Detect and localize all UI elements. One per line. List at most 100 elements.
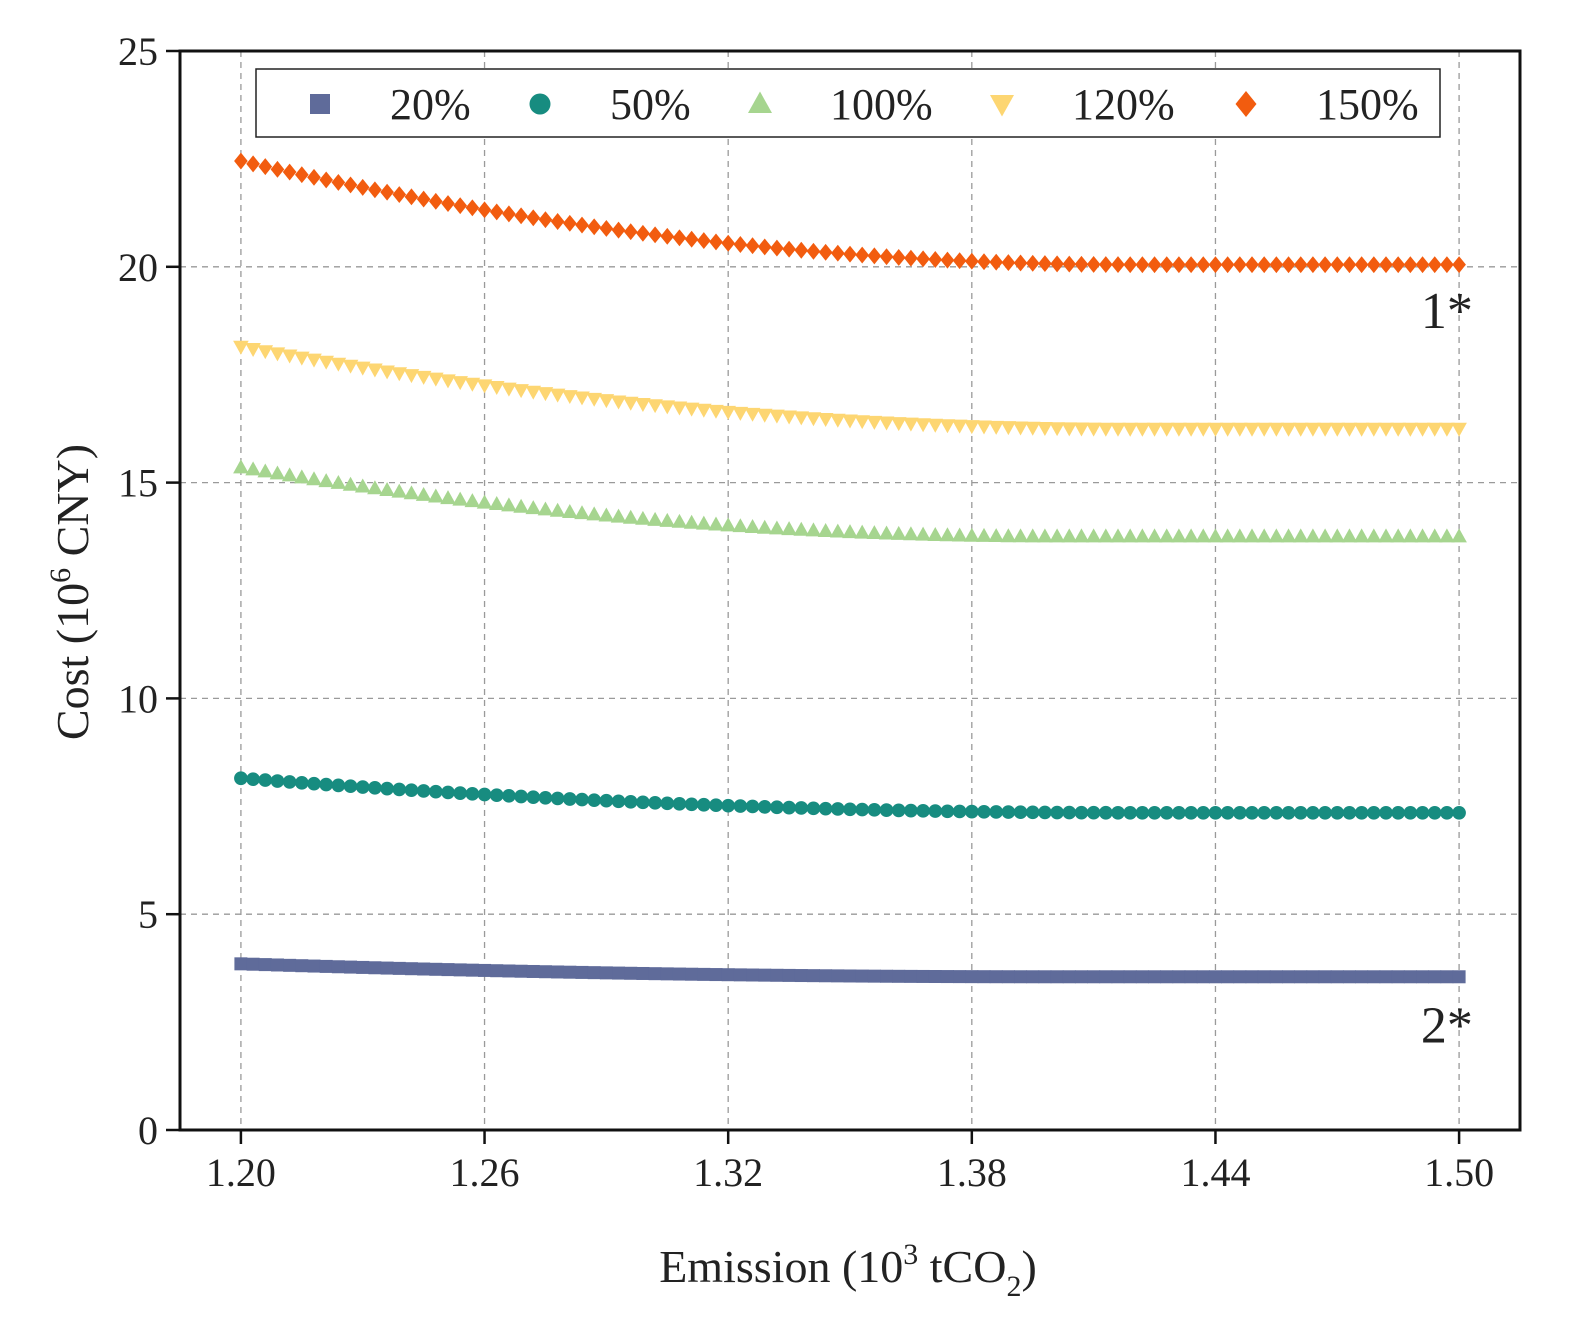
data-point bbox=[575, 216, 589, 234]
data-point bbox=[587, 218, 602, 236]
data-point bbox=[732, 406, 749, 421]
data-point bbox=[746, 968, 760, 982]
y-tick-label: 15 bbox=[118, 461, 158, 506]
data-point bbox=[367, 480, 383, 495]
data-point bbox=[331, 778, 346, 793]
data-point bbox=[733, 236, 748, 253]
data-point bbox=[1111, 970, 1125, 984]
data-point bbox=[295, 959, 309, 973]
data-point bbox=[343, 779, 358, 794]
data-point bbox=[697, 967, 711, 981]
data-point bbox=[744, 518, 761, 533]
data-point bbox=[977, 970, 991, 984]
data-point bbox=[380, 781, 394, 796]
data-point bbox=[1378, 422, 1394, 437]
data-point bbox=[843, 245, 857, 263]
data-point bbox=[1062, 805, 1077, 820]
data-point bbox=[1049, 422, 1065, 437]
data-point bbox=[940, 970, 954, 984]
data-point bbox=[1110, 528, 1126, 543]
data-point bbox=[685, 967, 699, 981]
data-point bbox=[855, 246, 870, 264]
data-point bbox=[770, 968, 784, 982]
data-point bbox=[551, 965, 565, 979]
data-point bbox=[258, 958, 272, 972]
data-point bbox=[488, 496, 505, 510]
data-point bbox=[563, 965, 577, 979]
data-point bbox=[415, 370, 432, 385]
data-point bbox=[1050, 805, 1064, 820]
data-point bbox=[344, 960, 358, 974]
data-point bbox=[428, 488, 444, 503]
data-point bbox=[1135, 805, 1150, 820]
x-tick-label: 1.20 bbox=[206, 1150, 276, 1195]
data-point bbox=[648, 967, 662, 981]
data-point bbox=[1220, 805, 1235, 820]
data-point bbox=[1403, 970, 1417, 984]
data-point bbox=[428, 784, 443, 799]
data-point bbox=[964, 420, 980, 435]
data-point bbox=[368, 181, 382, 199]
data-point bbox=[1306, 970, 1320, 984]
data-point bbox=[964, 252, 979, 270]
data-point bbox=[416, 190, 431, 208]
data-point bbox=[490, 964, 504, 978]
data-point bbox=[319, 959, 333, 973]
data-point bbox=[745, 799, 760, 814]
data-point bbox=[587, 966, 601, 980]
data-point bbox=[782, 240, 796, 258]
data-point bbox=[355, 780, 370, 794]
data-point bbox=[977, 253, 991, 271]
data-point bbox=[525, 500, 542, 515]
data-point bbox=[1257, 805, 1272, 820]
data-point bbox=[1171, 422, 1187, 437]
data-point bbox=[1024, 528, 1041, 543]
data-point bbox=[1391, 256, 1406, 274]
data-point bbox=[1074, 255, 1089, 273]
data-point bbox=[1183, 528, 1199, 543]
data-point bbox=[819, 969, 833, 983]
data-point bbox=[1269, 805, 1284, 820]
data-point bbox=[306, 353, 322, 368]
data-point bbox=[1244, 528, 1260, 543]
data-point bbox=[562, 792, 577, 806]
data-point bbox=[1146, 528, 1163, 543]
data-point bbox=[1135, 970, 1149, 984]
data-point bbox=[757, 800, 772, 814]
data-point bbox=[537, 387, 554, 402]
data-point bbox=[465, 199, 480, 217]
series-50pct bbox=[234, 771, 1466, 820]
data-point bbox=[1269, 256, 1284, 274]
series-150pct bbox=[234, 152, 1466, 274]
data-points bbox=[233, 152, 1467, 984]
data-point bbox=[477, 787, 492, 802]
data-point bbox=[525, 385, 542, 400]
data-point bbox=[368, 961, 382, 975]
data-point bbox=[794, 241, 809, 259]
x-tick-label: 1.38 bbox=[937, 1150, 1007, 1195]
legend-marker-150pct bbox=[1235, 91, 1257, 117]
data-point bbox=[916, 804, 930, 818]
data-point bbox=[368, 781, 382, 795]
data-point bbox=[880, 969, 894, 983]
data-point bbox=[879, 248, 894, 266]
data-point bbox=[671, 401, 688, 416]
data-point bbox=[903, 417, 919, 432]
data-point bbox=[916, 969, 930, 983]
data-point bbox=[1183, 422, 1199, 437]
data-point bbox=[1001, 805, 1016, 819]
data-point bbox=[1025, 254, 1040, 272]
data-point bbox=[1403, 805, 1418, 820]
data-point bbox=[586, 506, 602, 521]
data-point bbox=[1440, 970, 1454, 984]
data-point bbox=[659, 400, 676, 415]
data-point bbox=[1281, 256, 1296, 274]
data-point bbox=[392, 186, 407, 203]
data-point bbox=[1390, 422, 1406, 437]
data-point bbox=[622, 396, 639, 411]
data-point bbox=[1318, 970, 1332, 984]
data-point bbox=[489, 788, 504, 803]
data-point bbox=[1342, 805, 1357, 820]
data-point bbox=[1329, 528, 1346, 543]
data-point bbox=[756, 519, 773, 534]
